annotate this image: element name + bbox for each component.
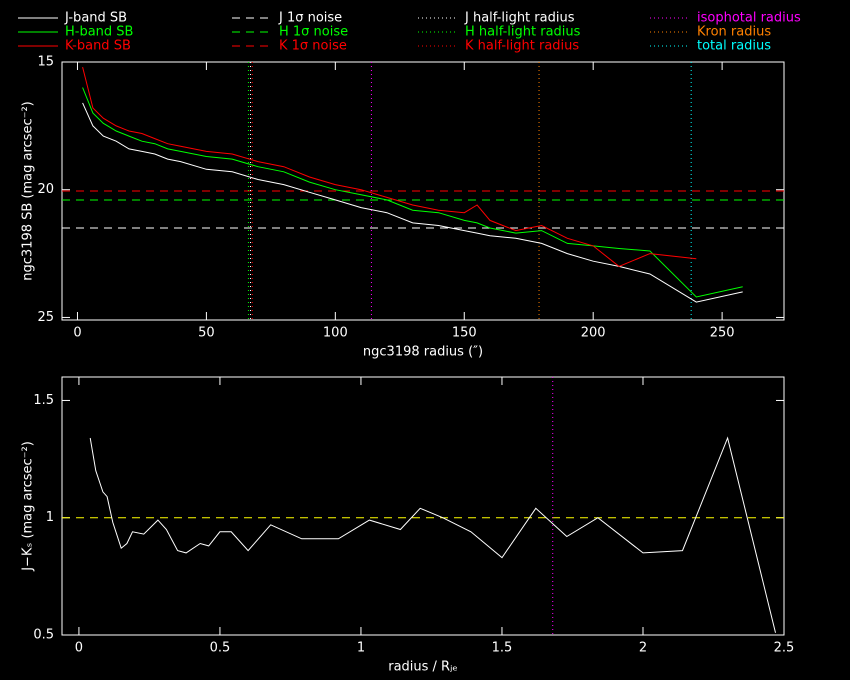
plot-frame bbox=[61, 376, 785, 636]
x-tick-label: 1 bbox=[357, 641, 365, 656]
legend-label: H half-light radius bbox=[465, 25, 581, 40]
legend-label: K-band SB bbox=[65, 39, 131, 54]
x-tick-label: 250 bbox=[710, 326, 735, 341]
x-tick-label: 0 bbox=[73, 326, 81, 341]
x-tick-label: 2.5 bbox=[774, 641, 795, 656]
x-tick-label: 100 bbox=[323, 326, 348, 341]
y-tick-label: 15 bbox=[37, 55, 54, 70]
x-tick-label: 150 bbox=[452, 326, 477, 341]
y-axis-label: J−Kₛ (mag arcsec⁻²) bbox=[21, 441, 36, 572]
y-tick-label: 25 bbox=[37, 310, 54, 325]
data-line bbox=[89, 436, 776, 633]
y-axis-label: ngc3198 SB (mag arcsec⁻²) bbox=[21, 101, 36, 280]
legend-label: K half-light radius bbox=[465, 39, 579, 54]
legend-label: J-band SB bbox=[64, 11, 127, 26]
x-tick-label: 0 bbox=[75, 641, 83, 656]
x-tick-label: 1.5 bbox=[492, 641, 513, 656]
x-tick-label: 200 bbox=[581, 326, 606, 341]
legend-label: J half-light radius bbox=[464, 11, 575, 26]
data-line bbox=[82, 87, 743, 298]
data-line bbox=[82, 66, 697, 267]
y-tick-label: 1 bbox=[46, 510, 54, 525]
legend-label: J 1σ noise bbox=[278, 11, 342, 26]
plot-frame bbox=[61, 61, 785, 321]
legend-label: Kron radius bbox=[697, 25, 771, 40]
data-line bbox=[82, 102, 743, 303]
x-tick-label: 2 bbox=[639, 641, 647, 656]
y-tick-label: 20 bbox=[37, 182, 54, 197]
y-tick-label: 1.5 bbox=[33, 393, 54, 408]
x-axis-label: radius / Rⱼₑ bbox=[388, 660, 458, 675]
legend-label: isophotal radius bbox=[697, 11, 801, 26]
legend-label: total radius bbox=[697, 39, 771, 54]
plot-area bbox=[62, 62, 784, 320]
y-tick-label: 0.5 bbox=[33, 628, 54, 643]
legend-label: K 1σ noise bbox=[279, 39, 347, 54]
plot-area bbox=[62, 377, 784, 635]
legend-label: H 1σ noise bbox=[279, 25, 348, 40]
x-tick-label: 0.5 bbox=[210, 641, 231, 656]
x-tick-label: 50 bbox=[198, 326, 215, 341]
x-axis-label: ngc3198 radius (″) bbox=[363, 345, 483, 360]
legend-label: H-band SB bbox=[65, 25, 133, 40]
